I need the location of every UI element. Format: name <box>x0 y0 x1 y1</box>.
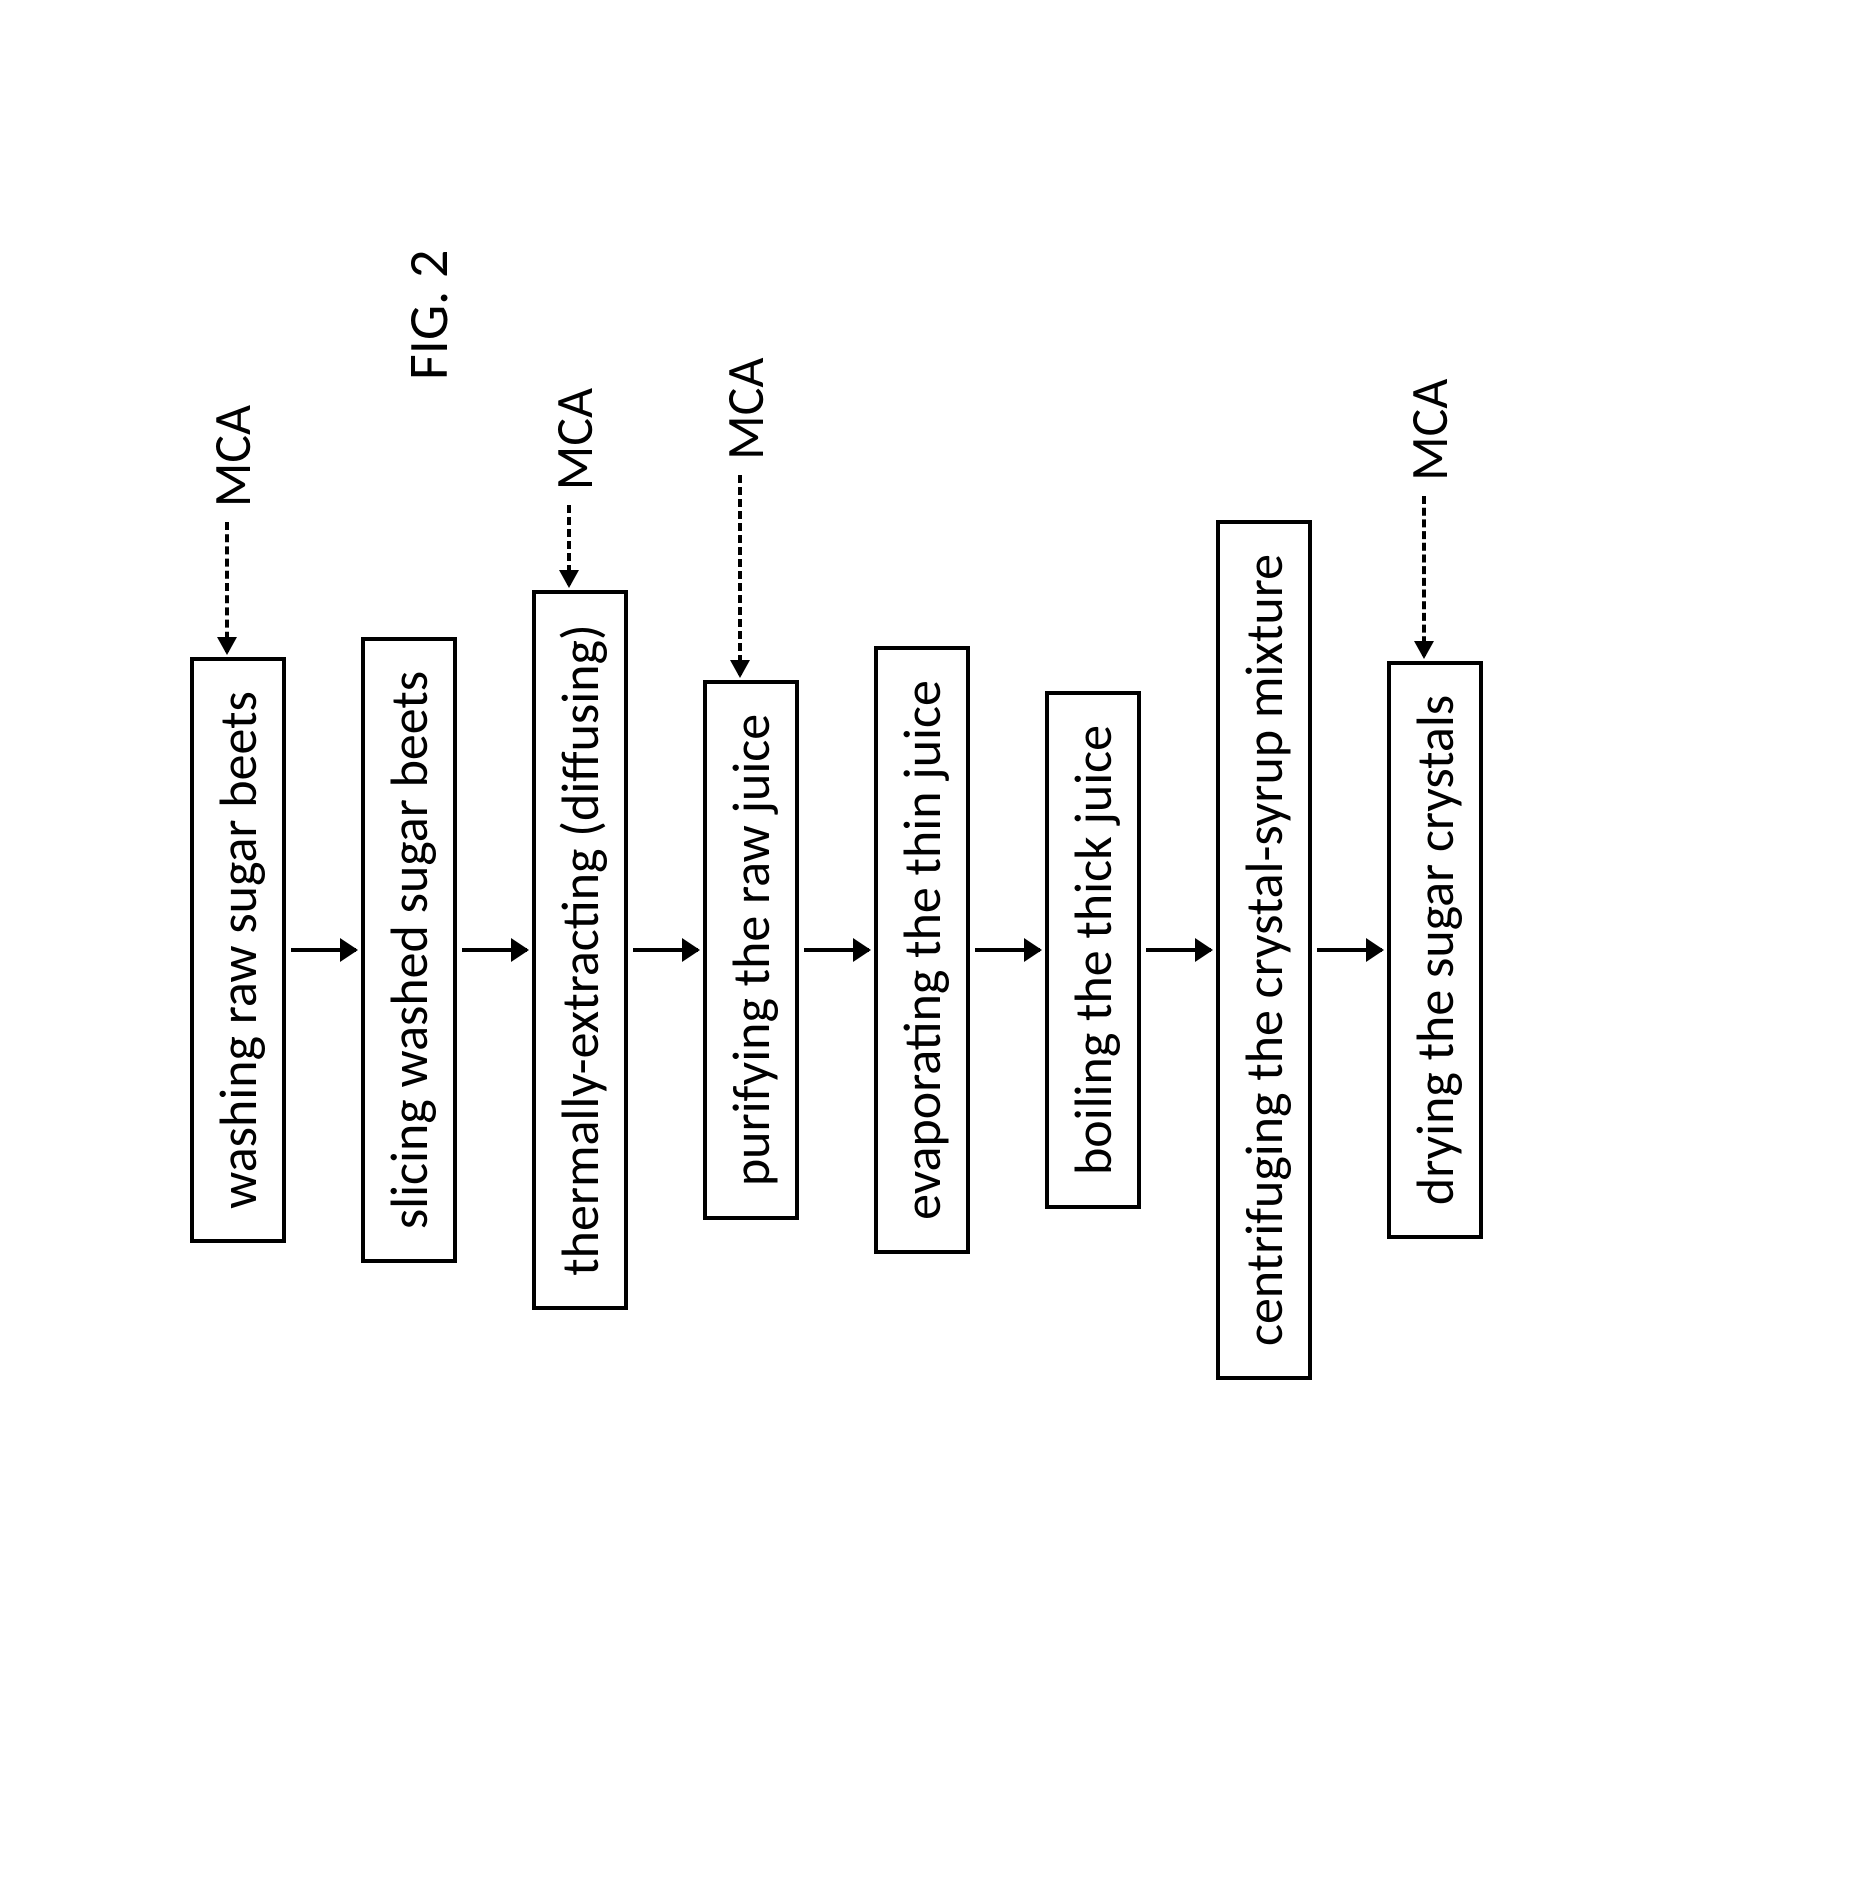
box-container-2: slicing washed sugar beets <box>361 637 457 1263</box>
box-container-6: boiling the thick juice <box>1045 691 1141 1209</box>
process-box-evaporating: evaporating the thin juice <box>874 646 970 1254</box>
mca-arrow-1 <box>225 522 229 652</box>
process-box-extracting: thermally-extracting (diffusing) <box>532 590 628 1310</box>
process-box-slicing: slicing washed sugar beets <box>361 637 457 1263</box>
flowchart-container: washing raw sugar beets MCA slicing wash… <box>190 300 1871 1600</box>
arrow-5 <box>975 948 1040 952</box>
mca-label-3: MCA <box>713 358 777 460</box>
process-box-purifying: purifying the raw juice <box>703 680 799 1220</box>
arrow-7 <box>1317 948 1382 952</box>
process-box-boiling: boiling the thick juice <box>1045 691 1141 1209</box>
mca-label-1: MCA <box>200 405 264 507</box>
box-container-3: thermally-extracting (diffusing) MCA <box>532 590 628 1310</box>
arrow-6 <box>1146 948 1211 952</box>
box-container-4: purifying the raw juice MCA <box>703 680 799 1220</box>
box-container-7: centrifuging the crystal-syrup mixture <box>1216 520 1312 1380</box>
arrow-2 <box>462 948 527 952</box>
mca-arrow-2 <box>567 505 571 585</box>
mca-label-4: MCA <box>1397 379 1461 481</box>
mca-arrow-3 <box>738 475 742 675</box>
box-container-8: drying the sugar crystals MCA <box>1387 661 1483 1239</box>
box-container-1: washing raw sugar beets MCA <box>190 657 286 1243</box>
arrow-4 <box>804 948 869 952</box>
mca-label-2: MCA <box>542 388 606 490</box>
arrow-3 <box>633 948 698 952</box>
mca-arrow-4 <box>1422 496 1426 656</box>
arrow-1 <box>291 948 356 952</box>
process-box-washing: washing raw sugar beets <box>190 657 286 1243</box>
flow-column: washing raw sugar beets MCA slicing wash… <box>190 300 1483 1600</box>
process-box-centrifuging: centrifuging the crystal-syrup mixture <box>1216 520 1312 1380</box>
box-container-5: evaporating the thin juice <box>874 646 970 1254</box>
process-box-drying: drying the sugar crystals <box>1387 661 1483 1239</box>
